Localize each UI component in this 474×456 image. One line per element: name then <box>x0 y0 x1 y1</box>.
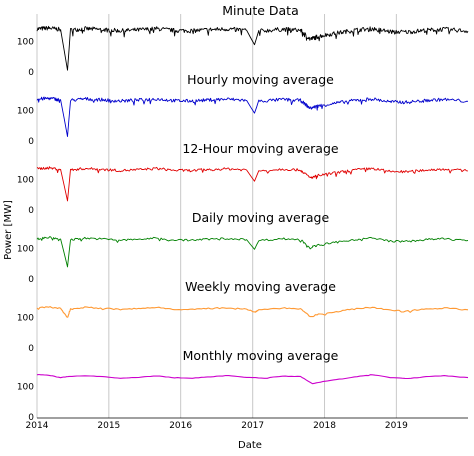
x-axis-label: Date <box>238 440 262 451</box>
x-tick-label: 2018 <box>313 421 336 431</box>
series-line <box>36 306 469 318</box>
panel-title: Weekly moving average <box>185 279 336 294</box>
y-tick-label: 0 <box>28 206 34 216</box>
y-tick-label: 0 <box>28 68 34 78</box>
panel-2: Hourly moving average 0 100 <box>17 72 469 147</box>
y-tick-label: 100 <box>17 107 34 117</box>
y-tick-label: 0 <box>28 344 34 354</box>
panels-layer: Minute Data 0 100 Hourly moving average 0 100… <box>17 3 469 423</box>
series-line <box>36 96 469 137</box>
axis-layer: 2014 2015 2016 2017 2018 2019 <box>26 417 468 431</box>
y-tick-label: 100 <box>17 38 34 48</box>
grid-layer <box>36 14 397 418</box>
panel-6: Monthly moving average 0 100 <box>17 348 469 423</box>
y-tick-label: 100 <box>17 383 34 393</box>
panel-title: Daily moving average <box>192 210 330 225</box>
panel-title: Hourly moving average <box>187 72 334 87</box>
x-tick-label: 2019 <box>385 421 408 431</box>
panel-1: Minute Data 0 100 <box>17 3 469 78</box>
x-tick-label: 2016 <box>169 421 192 431</box>
panel-title: Minute Data <box>222 3 299 18</box>
y-tick-label: 0 <box>28 275 34 285</box>
series-line <box>36 236 469 268</box>
y-tick-label: 0 <box>28 137 34 147</box>
x-tick-label: 2017 <box>241 421 264 431</box>
y-tick-label: 0 <box>28 413 34 423</box>
x-tick-label: 2014 <box>26 421 49 431</box>
series-line <box>36 166 469 202</box>
panel-title: 12-Hour moving average <box>182 141 339 156</box>
y-axis-label: Power [MW] <box>3 200 14 260</box>
x-tick-label: 2015 <box>97 421 120 431</box>
y-tick-label: 100 <box>17 245 34 255</box>
panel-3: 12-Hour moving average 0 100 <box>17 141 469 216</box>
panel-5: Weekly moving average 0 100 <box>17 279 469 354</box>
y-tick-label: 100 <box>17 314 34 324</box>
series-line <box>36 25 469 71</box>
series-line <box>36 373 469 385</box>
panel-title: Monthly moving average <box>183 348 339 363</box>
panel-4: Daily moving average 0 100 <box>17 210 469 285</box>
y-tick-label: 100 <box>17 176 34 186</box>
